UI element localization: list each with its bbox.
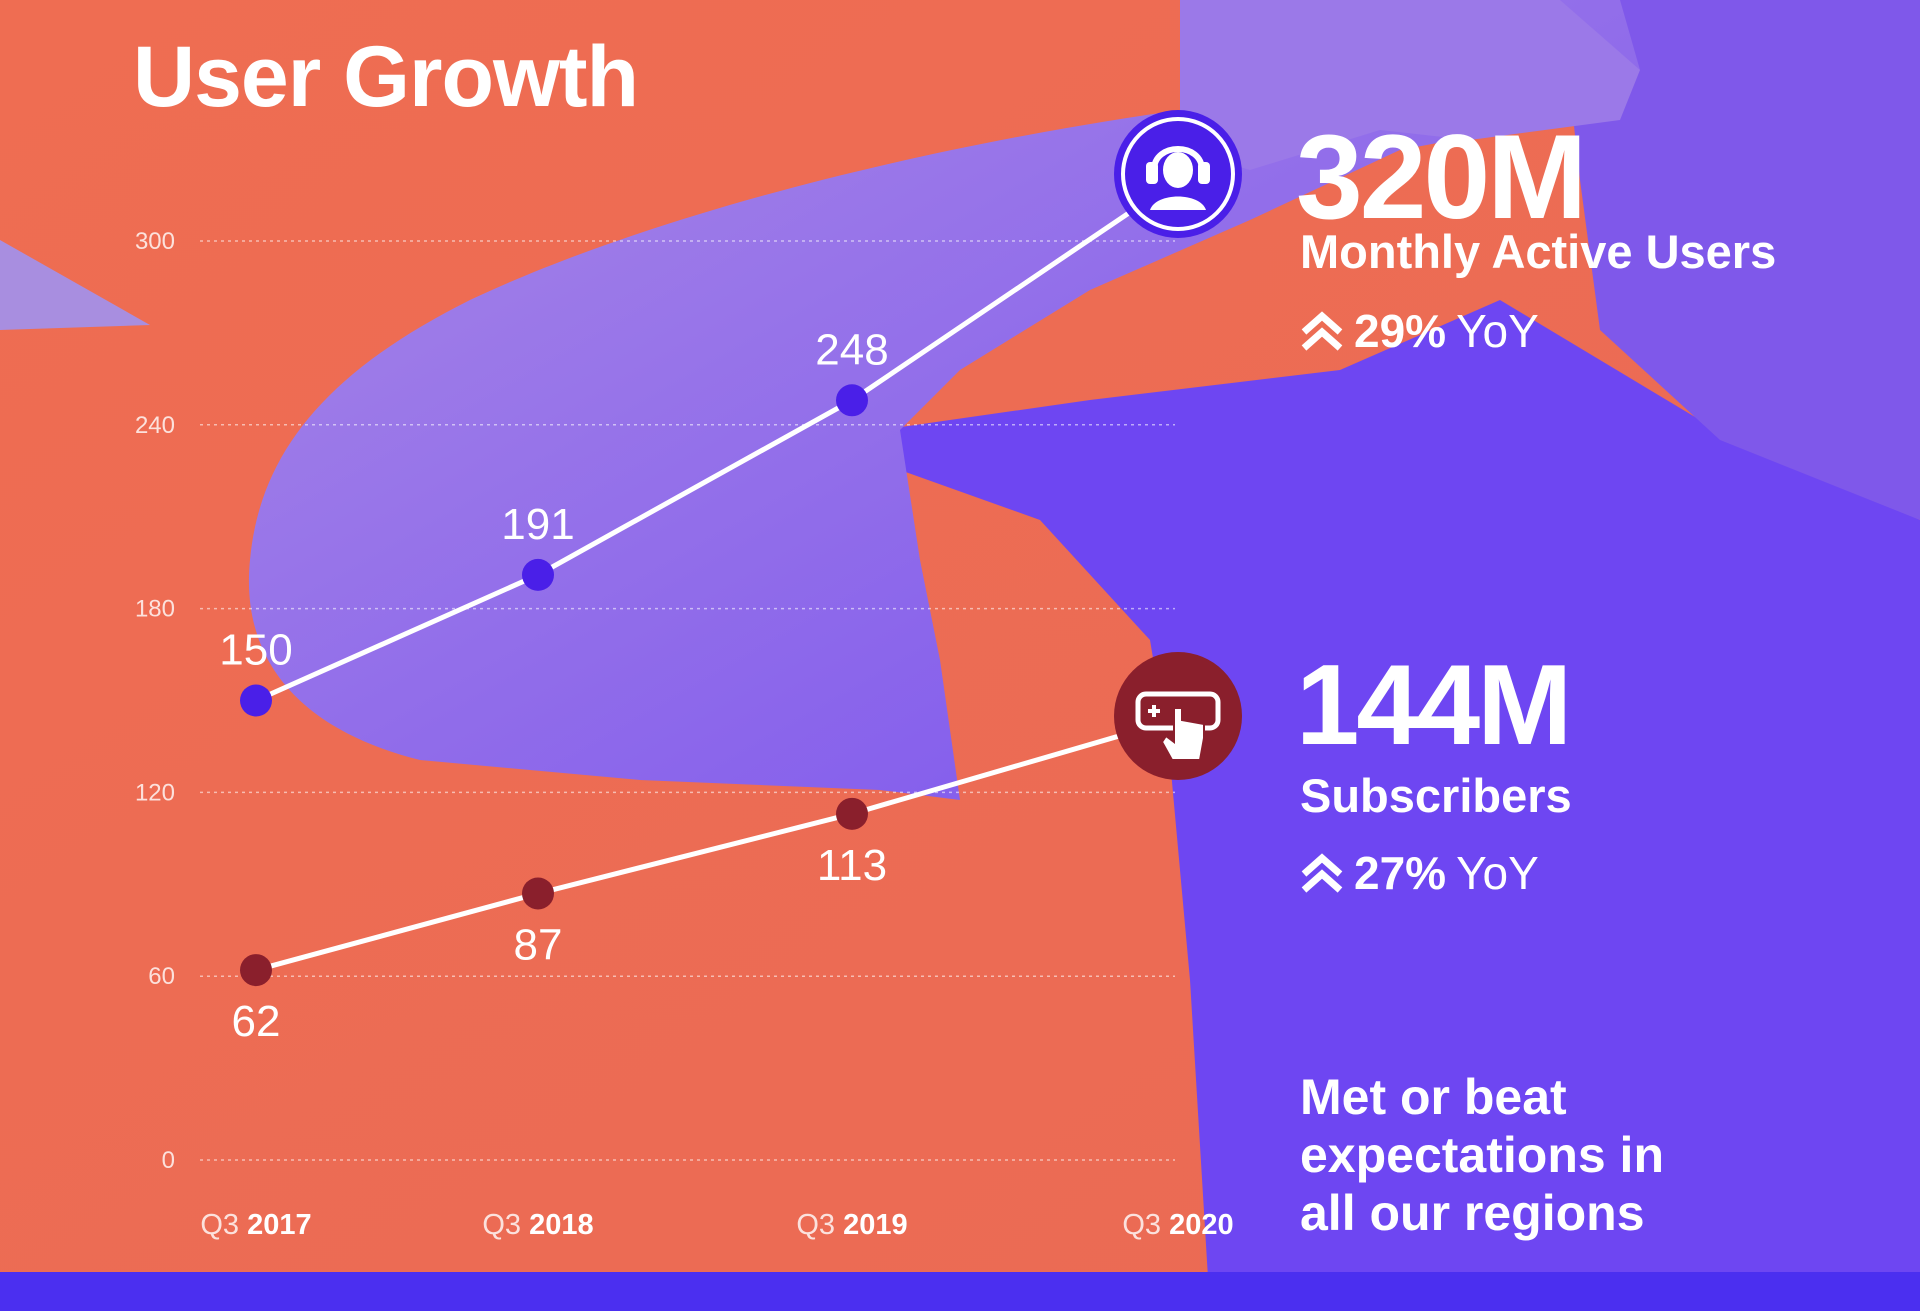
double-chevron-up-icon (1301, 853, 1343, 893)
y-tick-label: 0 (162, 1147, 175, 1174)
y-tick-label: 60 (148, 963, 175, 990)
subscribers-yoy-text: YoY (1456, 847, 1539, 899)
x-tick-label: Q3 2017 (200, 1209, 311, 1241)
headphones-user-icon (1114, 110, 1242, 238)
subscribers-data-label: 87 (514, 920, 563, 969)
mau-yoy: 29% YoY (1300, 304, 1539, 358)
subscribers-data-label: 62 (232, 997, 281, 1046)
bottom-band (0, 1272, 1920, 1311)
chart-points (240, 384, 868, 987)
mau-value: 320M (1296, 110, 1587, 244)
mau-yoy-percent: 29% (1354, 305, 1447, 357)
x-tick-year: 2017 (247, 1209, 312, 1241)
photo-left-wedge (0, 240, 150, 330)
x-tick-label: Q3 2019 (796, 1209, 907, 1241)
chart-data-labels: 150 191 248 62 87 113 (219, 325, 888, 1046)
page-title: User Growth (133, 29, 639, 125)
mau-data-point (836, 384, 868, 417)
mau-data-label: 248 (815, 325, 888, 374)
x-tick-quarter: Q3 (1122, 1209, 1169, 1241)
mau-data-label: 191 (501, 500, 574, 549)
chart-gridlines (200, 240, 1175, 1161)
x-tick-quarter: Q3 (482, 1209, 529, 1241)
x-tick-quarter: Q3 (796, 1209, 843, 1241)
x-tick-quarter: Q3 (200, 1209, 247, 1241)
y-tick-label: 180 (135, 596, 175, 623)
subscribers-yoy: 27% YoY (1300, 846, 1539, 900)
mau-label: Monthly Active Users (1300, 225, 1777, 278)
y-tick-label: 240 (135, 412, 175, 439)
subscribers-yoy-percent: 27% (1354, 847, 1447, 899)
x-tick-year: 2018 (529, 1209, 594, 1241)
photo-hand-shape (1180, 0, 1640, 170)
subscribers-data-point (836, 797, 868, 830)
mau-data-label: 150 (219, 626, 292, 675)
mau-yoy-text: YoY (1456, 305, 1539, 357)
subscribers-series-line (255, 716, 1179, 973)
mau-data-point (522, 558, 554, 591)
footnote: Met or beat expectations in all our regi… (1300, 1069, 1664, 1241)
subscribers-value: 144M (1296, 642, 1572, 769)
subscribers-data-point (240, 954, 272, 987)
chart-lines (254, 177, 1180, 973)
x-tick-label: Q3 2018 (482, 1209, 593, 1241)
mau-series-line (254, 177, 1180, 703)
photo-neck-shape (1560, 0, 1920, 520)
mau-data-point (240, 684, 272, 717)
x-tick-year: 2020 (1169, 1209, 1234, 1241)
y-tick-label: 300 (135, 228, 175, 255)
photo-shirt-shape (880, 300, 1920, 1311)
tap-card-icon (1114, 652, 1242, 780)
subscribers-label: Subscribers (1300, 769, 1572, 822)
y-tick-label: 120 (135, 779, 175, 806)
photo-arm-shape (248, 0, 1640, 800)
x-tick-year: 2019 (843, 1209, 908, 1241)
subscribers-data-point (522, 877, 554, 910)
subscribers-data-label: 113 (817, 841, 887, 890)
double-chevron-up-icon (1301, 311, 1343, 351)
x-tick-label: Q3 2020 (1122, 1209, 1233, 1241)
